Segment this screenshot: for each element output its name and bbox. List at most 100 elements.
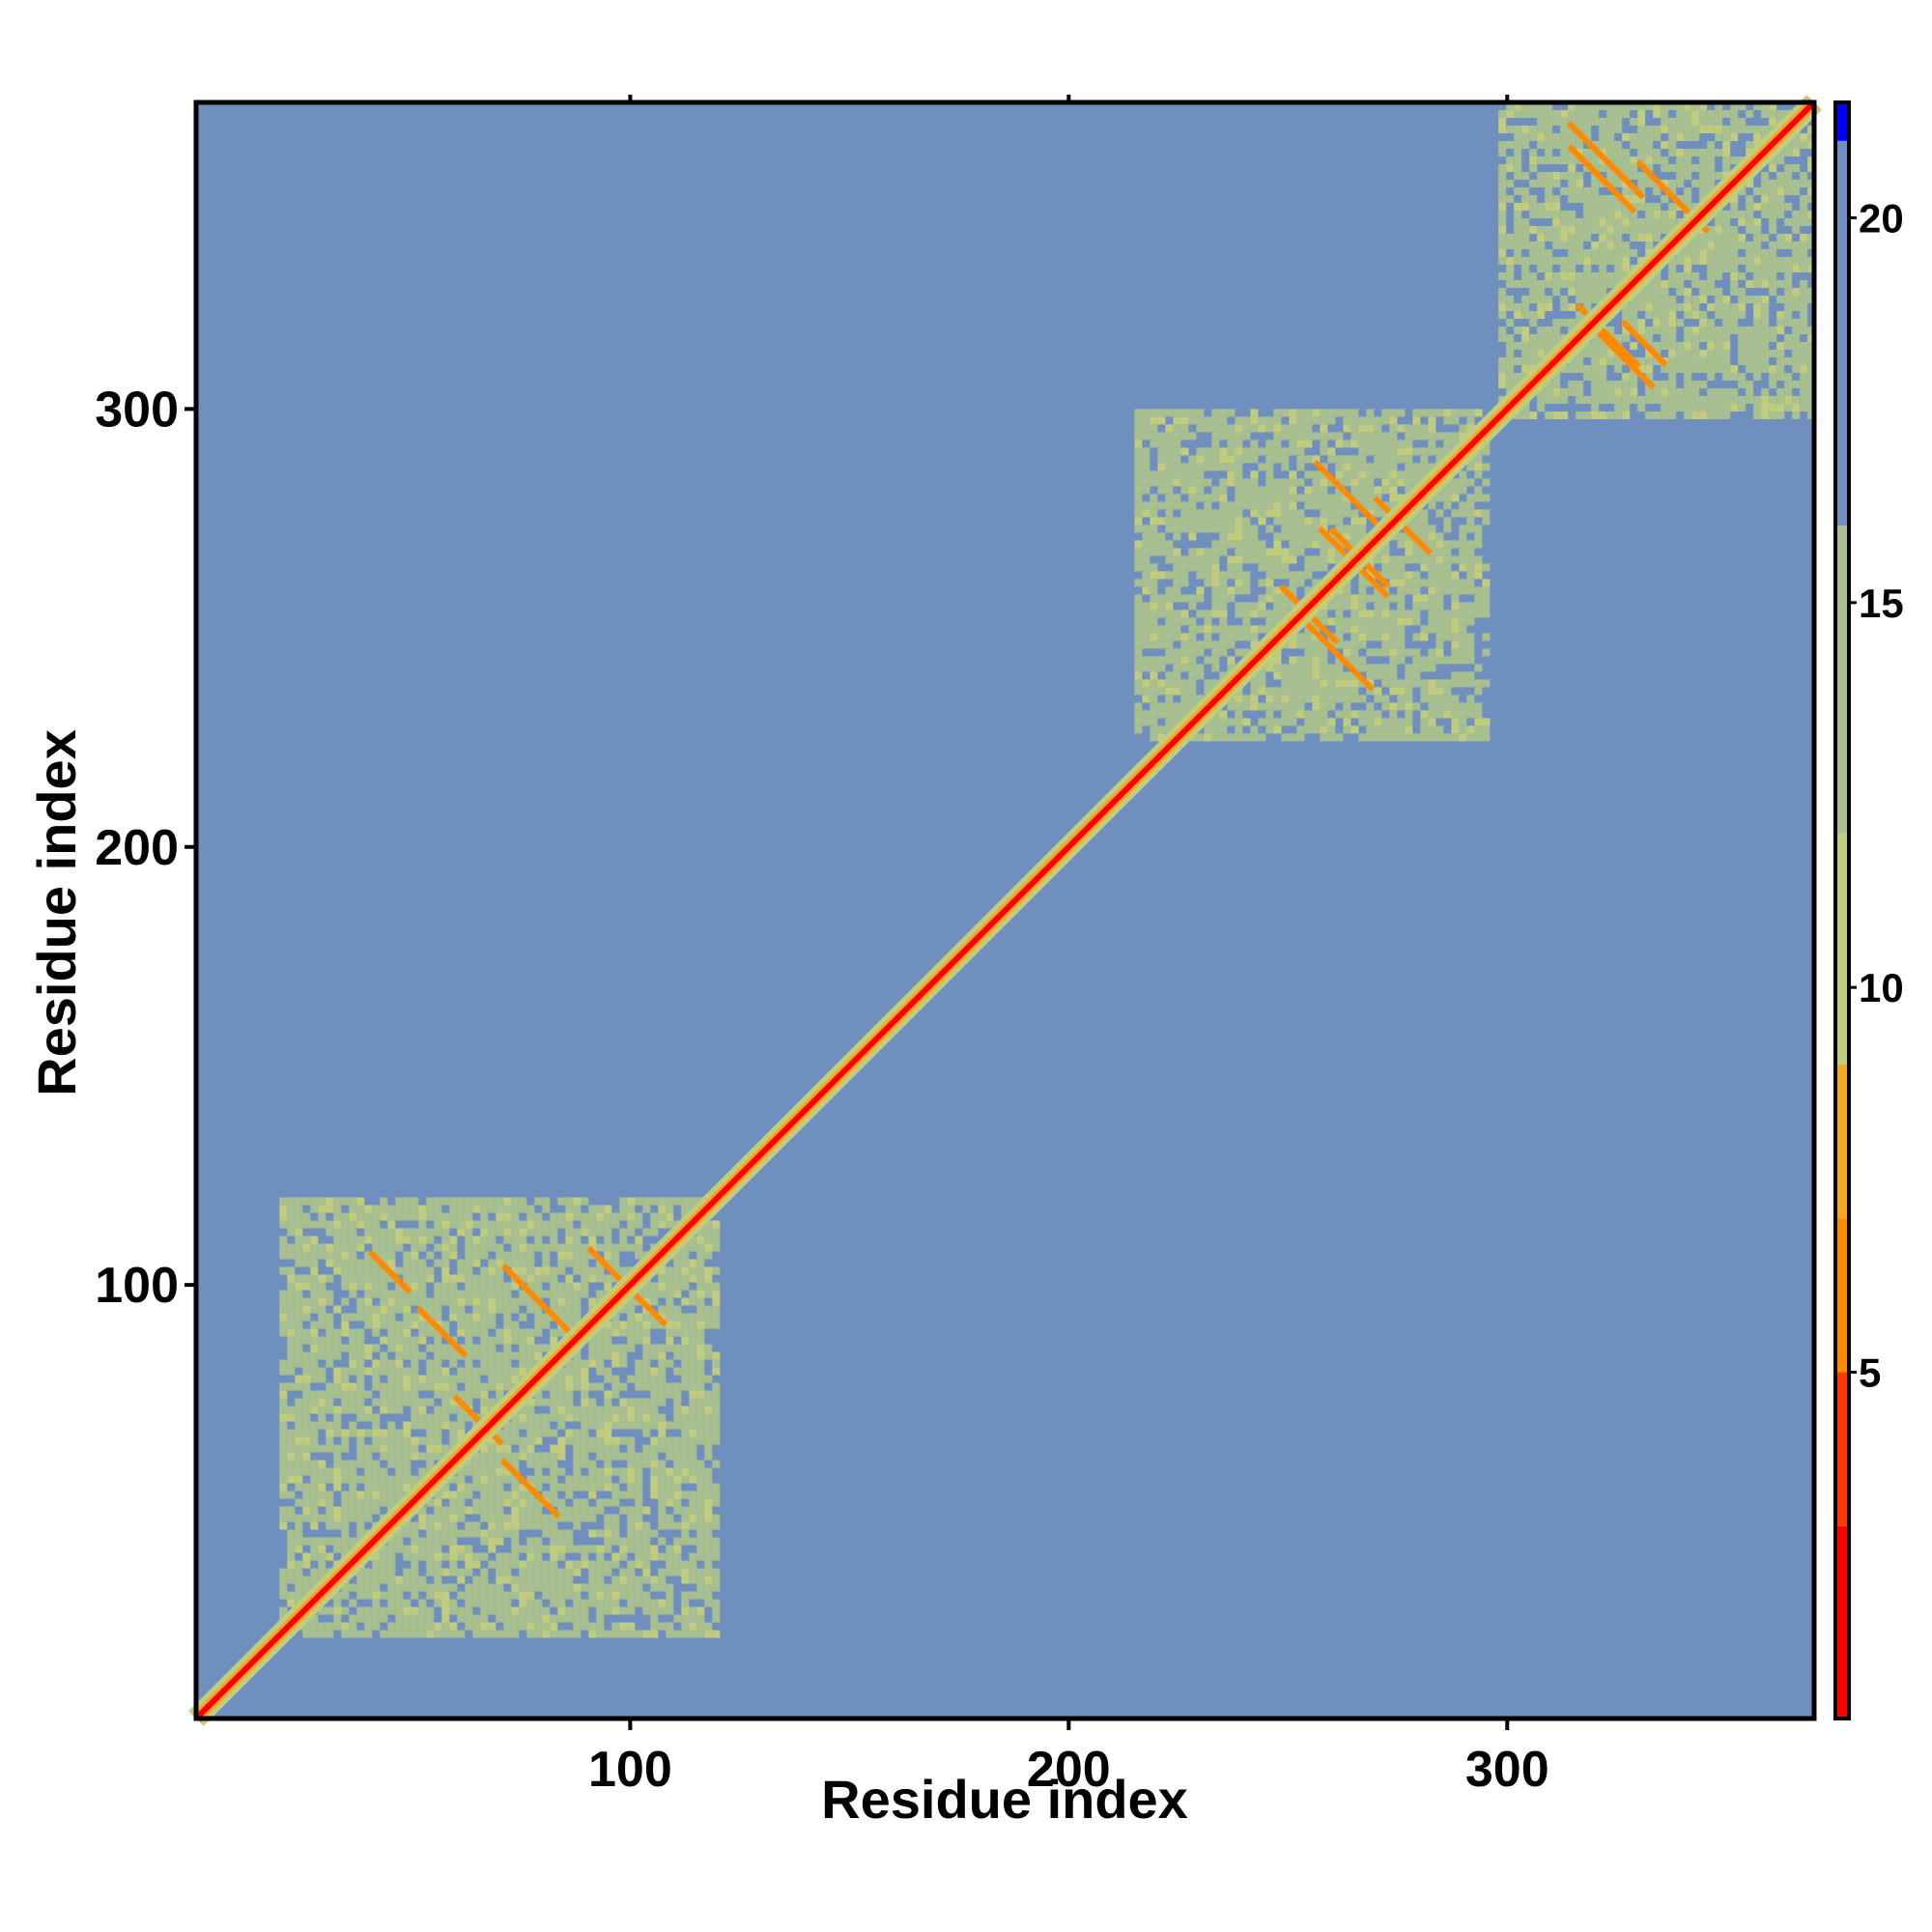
- contact-cell: [689, 1521, 697, 1530]
- contact-cell: [519, 1274, 527, 1283]
- contact-cell: [1514, 249, 1522, 257]
- contact-cell: [519, 1491, 527, 1499]
- contact-cell: [627, 1212, 636, 1221]
- contact-cell: [635, 1212, 643, 1221]
- contact-cell: [387, 1429, 396, 1437]
- contact-cell: [1165, 602, 1174, 611]
- contact-cell: [1435, 617, 1444, 626]
- contact-cell: [666, 1336, 674, 1345]
- contact-cell: [673, 1367, 682, 1376]
- contact-cell: [1358, 733, 1367, 742]
- contact-cell: [550, 1406, 558, 1414]
- contact-cell: [1250, 548, 1259, 556]
- contact-cell: [519, 1622, 527, 1631]
- contact-cell: [426, 1382, 435, 1391]
- contact-cell: [604, 1591, 612, 1600]
- contact-cell: [1381, 571, 1390, 580]
- contact-cell: [457, 1313, 466, 1321]
- contact-cell: [1381, 563, 1390, 572]
- contact-cell: [581, 1436, 589, 1445]
- contact-cell: [310, 1398, 319, 1406]
- contact-cell: [1769, 203, 1777, 211]
- contact-cell: [279, 1606, 288, 1615]
- contact-cell: [1769, 288, 1777, 296]
- contact-cell: [1435, 640, 1444, 649]
- contact-cell: [1684, 102, 1692, 110]
- contact-cell: [1807, 265, 1816, 272]
- contact-cell: [704, 1421, 713, 1430]
- contact-cell: [1746, 265, 1754, 272]
- contact-cell: [1800, 211, 1808, 218]
- contact-cell: [380, 1429, 388, 1437]
- contact-cell: [1443, 679, 1452, 688]
- contact-cell: [1552, 257, 1561, 265]
- contact-cell: [349, 1460, 357, 1468]
- contact-cell: [1420, 517, 1429, 526]
- contact-cell: [1451, 718, 1460, 726]
- contact-cell: [356, 1452, 365, 1461]
- contact-cell: [1668, 118, 1677, 126]
- contact-cell: [1265, 440, 1274, 448]
- contact-cell: [318, 1336, 327, 1345]
- contact-cell: [526, 1228, 535, 1236]
- contact-cell: [310, 1460, 319, 1468]
- contact-cell: [1435, 555, 1444, 564]
- contact-cell: [1699, 164, 1708, 172]
- contact-cell: [441, 1568, 450, 1577]
- contact-cell: [1784, 257, 1793, 265]
- contact-cell: [650, 1483, 659, 1492]
- contact-cell: [503, 1321, 512, 1329]
- contact-cell: [472, 1243, 481, 1252]
- contact-cell: [279, 1429, 288, 1437]
- contact-cell: [1219, 610, 1228, 618]
- contact-cell: [1374, 625, 1382, 634]
- contact-cell: [395, 1398, 404, 1406]
- contact-cell: [581, 1259, 589, 1267]
- contact-cell: [557, 1390, 566, 1399]
- contact-cell: [349, 1266, 357, 1275]
- contact-cell: [1405, 702, 1413, 711]
- contact-cell: [1157, 733, 1166, 742]
- contact-cell: [1420, 633, 1429, 641]
- contact-cell: [1335, 463, 1344, 471]
- contact-cell: [1630, 118, 1638, 126]
- contact-cell: [441, 1491, 450, 1499]
- contact-cell: [1142, 625, 1151, 634]
- contact-cell: [295, 1483, 303, 1492]
- contact-cell: [449, 1305, 458, 1314]
- contact-cell: [712, 1429, 721, 1437]
- contact-cell: [650, 1475, 659, 1484]
- contact-cell: [333, 1228, 342, 1236]
- contact-cell: [1545, 126, 1553, 133]
- contact-cell: [1242, 602, 1251, 611]
- contact-cell: [1227, 455, 1236, 464]
- contact-cell: [1296, 695, 1305, 703]
- contact-cell: [418, 1313, 427, 1321]
- contact-cell: [1211, 733, 1220, 742]
- contact-cell: [341, 1328, 350, 1337]
- contact-cell: [1227, 563, 1236, 572]
- contact-cell: [1568, 211, 1577, 218]
- contact-cell: [588, 1568, 597, 1577]
- contact-cell: [1374, 486, 1382, 495]
- contact-cell: [1312, 409, 1321, 417]
- contact-cell: [1428, 679, 1436, 688]
- contact-cell: [372, 1583, 381, 1592]
- contact-cell: [1466, 424, 1475, 433]
- contact-cell: [1715, 257, 1723, 265]
- contact-cell: [380, 1228, 388, 1236]
- contact-cell: [1273, 447, 1282, 456]
- contact-cell: [1327, 687, 1336, 696]
- contact-cell: [1529, 242, 1538, 249]
- contact-cell: [1722, 141, 1731, 149]
- contact-cell: [1420, 470, 1429, 479]
- contact-cell: [1738, 303, 1747, 311]
- contact-cell: [1242, 525, 1251, 533]
- contact-cell: [1459, 501, 1467, 510]
- contact-cell: [318, 1251, 327, 1260]
- contact-cell: [1389, 494, 1398, 502]
- contact-cell: [635, 1475, 643, 1484]
- contact-cell: [1684, 242, 1692, 249]
- contact-cell: [380, 1630, 388, 1638]
- contact-cell: [372, 1344, 381, 1352]
